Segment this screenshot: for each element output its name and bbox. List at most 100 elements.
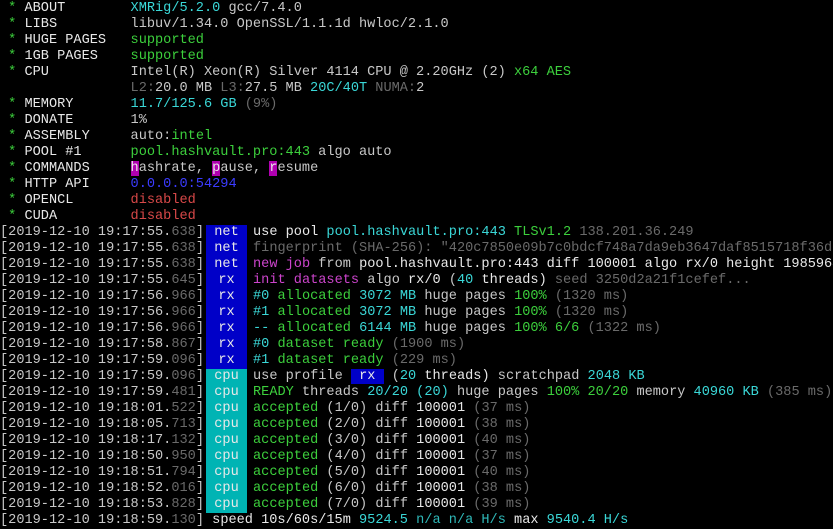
bracket: ]: [195, 449, 204, 464]
summary-label: DONATE: [24, 113, 74, 128]
log-text: max: [505, 513, 547, 528]
dot: .: [163, 369, 172, 384]
bracket: [: [0, 257, 9, 272]
log-text: use pool: [253, 225, 327, 240]
timestamp-time: 2019-12-10 19:18:51: [8, 465, 164, 480]
log-text: from: [310, 257, 360, 272]
log-text: huge pages: [448, 385, 547, 400]
summary-label: HUGE PAGES: [24, 33, 107, 48]
summary-row: * ASSEMBLY auto:intel: [0, 129, 833, 145]
dot: .: [163, 449, 172, 464]
log-text: allocated: [269, 289, 351, 304]
bracket: ]: [195, 273, 204, 288]
log-text: 3072 MB: [350, 289, 417, 304]
log-text: allocated: [269, 321, 351, 336]
log-text: accepted: [253, 497, 319, 512]
log-text: (1900 ms): [383, 337, 466, 352]
spacer: [57, 17, 130, 32]
bracket: ]: [195, 417, 204, 432]
bullet-star-icon: *: [0, 65, 25, 80]
log-text: (1/0) diff: [318, 401, 417, 416]
summary-row: L2:20.0 MB L3:27.5 MB 20C/40T NUMA:2: [0, 81, 833, 97]
bracket: ]: [195, 481, 204, 496]
log-text: 100001: [416, 417, 466, 432]
log-text: (5/0) diff: [318, 465, 417, 480]
summary-row: * LIBS libuv/1.34.0 OpenSSL/1.1.1d hwloc…: [0, 17, 833, 33]
timestamp-time: 2019-12-10 19:17:59: [8, 385, 164, 400]
summary-value: (9%): [236, 97, 278, 112]
log-line: [2019-12-10 19:18:50.950] cpu accepted (4/…: [0, 449, 833, 465]
log-line: [2019-12-10 19:17:55.645] rx init datasets…: [0, 273, 833, 289]
bracket: [: [0, 273, 9, 288]
bullet-star-icon: *: [0, 193, 25, 208]
log-line: [2019-12-10 19:17:58.867] rx #0 dataset re…: [0, 337, 833, 353]
log-text: 100001: [416, 401, 466, 416]
log-line: [2019-12-10 19:18:59.130] speed 10s/60s/…: [0, 513, 833, 529]
bracket: [: [0, 433, 9, 448]
spacer: [82, 145, 131, 160]
summary-value: 1%: [130, 113, 147, 128]
summary-value: L2:: [130, 81, 156, 96]
log-text: fingerprint (SHA-256): "420c7850e09b7c0b…: [253, 241, 833, 256]
bullet-star-icon: *: [0, 161, 25, 176]
dot: .: [163, 481, 172, 496]
summary-value: 20C/40T: [310, 81, 376, 96]
spacer: [90, 177, 131, 192]
log-text: huge pages: [416, 289, 506, 304]
log-text: (6/0) diff: [318, 481, 417, 496]
spacer: [90, 129, 131, 144]
timestamp-ms: 966: [171, 305, 196, 320]
summary-row: * 1GB PAGES supported: [0, 49, 833, 65]
timestamp: [2019-12-10 19:18:17.132]: [0, 433, 204, 448]
bracket: [: [0, 225, 9, 240]
log-text: (385 ms): [758, 385, 833, 400]
summary-value: h: [130, 161, 139, 176]
summary-value: disabled: [130, 209, 196, 224]
dot: .: [163, 385, 172, 400]
summary-label: ASSEMBLY: [24, 129, 90, 144]
log-line: [2019-12-10 19:17:59.481] cpu READY thread…: [0, 385, 833, 401]
log-text: (: [440, 273, 457, 288]
spacer: [98, 49, 131, 64]
log-text: dataset ready: [269, 353, 384, 368]
log-text: init datasets: [253, 273, 360, 288]
timestamp: [2019-12-10 19:18:52.016]: [0, 481, 204, 496]
summary-value: 2: [416, 81, 425, 96]
bracket: ]: [195, 225, 204, 240]
log-text: 20/20 (20): [367, 385, 449, 400]
log-line: [2019-12-10 19:17:55.638] net fingerprint …: [0, 241, 833, 257]
tag-cpu: cpu: [206, 465, 247, 481]
summary-value: auto:: [130, 129, 172, 144]
summary-label: 1GB PAGES: [24, 49, 98, 64]
bracket: [: [0, 337, 9, 352]
log-line: [2019-12-10 19:18:05.713] cpu accepted (2/…: [0, 417, 833, 433]
log-text: threads): [416, 369, 490, 384]
summary-value: L3:: [220, 81, 245, 96]
summary-row: * COMMANDS hashrate, pause, resume: [0, 161, 833, 177]
timestamp: [2019-12-10 19:18:50.950]: [0, 449, 204, 464]
timestamp: [2019-12-10 19:17:59.096]: [0, 369, 204, 384]
bracket: [: [0, 305, 9, 320]
log-text: scratchpad: [489, 369, 588, 384]
timestamp-time: 2019-12-10 19:17:55: [8, 273, 164, 288]
log-line: [2019-12-10 19:18:51.794] cpu accepted (5/…: [0, 465, 833, 481]
timestamp-time: 2019-12-10 19:17:55: [8, 257, 164, 272]
summary-value: x64 AES: [505, 65, 572, 80]
tag-rx: rx: [206, 289, 247, 305]
dot: .: [163, 305, 172, 320]
timestamp-ms: 828: [171, 497, 196, 512]
bracket: [: [0, 369, 9, 384]
summary-label: CPU: [24, 65, 49, 80]
log-line: [2019-12-10 19:17:59.096] cpu use profile …: [0, 369, 833, 385]
log-text: (40 ms): [465, 433, 531, 448]
timestamp-time: 2019-12-10 19:18:17: [8, 433, 164, 448]
summary-value: 0.0.0.0:54294: [130, 177, 237, 192]
dot: .: [163, 513, 172, 528]
log-line: [2019-12-10 19:18:53.828] cpu accepted (7/…: [0, 497, 833, 513]
summary-value: 20.0 MB: [155, 81, 221, 96]
timestamp-ms: 132: [171, 433, 196, 448]
timestamp-time: 2019-12-10 19:17:56: [8, 289, 164, 304]
summary-value: ause,: [220, 161, 270, 176]
summary-row: * MEMORY 11.7/125.6 GB (9%): [0, 97, 833, 113]
